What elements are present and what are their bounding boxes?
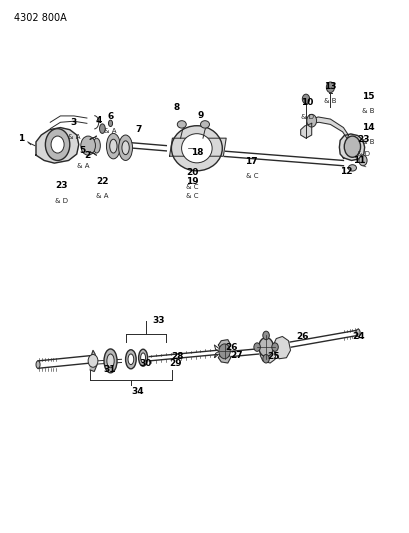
Polygon shape xyxy=(218,354,230,363)
Text: & C: & C xyxy=(185,184,198,190)
Text: & C: & C xyxy=(245,173,257,179)
Text: 7: 7 xyxy=(135,125,142,134)
Text: 22: 22 xyxy=(96,177,108,186)
Ellipse shape xyxy=(104,349,117,373)
Text: & B: & B xyxy=(361,139,373,146)
Ellipse shape xyxy=(128,354,133,365)
Ellipse shape xyxy=(99,124,105,133)
Circle shape xyxy=(326,82,334,93)
Text: 23: 23 xyxy=(55,181,68,190)
Text: 12: 12 xyxy=(339,166,352,175)
Ellipse shape xyxy=(177,120,186,128)
Ellipse shape xyxy=(355,329,359,336)
Text: & A: & A xyxy=(76,163,89,168)
Circle shape xyxy=(51,136,64,153)
Ellipse shape xyxy=(107,354,114,368)
Text: 13: 13 xyxy=(324,82,336,91)
Text: & B: & B xyxy=(324,98,336,104)
Text: 10: 10 xyxy=(301,98,313,107)
Polygon shape xyxy=(169,138,226,156)
Ellipse shape xyxy=(106,133,120,159)
Text: 9: 9 xyxy=(197,111,204,120)
Text: 4302 800A: 4302 800A xyxy=(13,13,66,23)
Text: 31: 31 xyxy=(103,366,115,374)
Circle shape xyxy=(301,94,309,104)
Text: 19: 19 xyxy=(185,177,198,186)
Polygon shape xyxy=(273,336,290,359)
Ellipse shape xyxy=(140,353,145,362)
Ellipse shape xyxy=(110,139,117,153)
Circle shape xyxy=(358,155,366,166)
Polygon shape xyxy=(300,123,311,138)
Polygon shape xyxy=(339,134,364,160)
Polygon shape xyxy=(260,340,276,363)
Ellipse shape xyxy=(93,138,100,153)
Text: 15: 15 xyxy=(361,92,373,101)
Text: 29: 29 xyxy=(169,359,182,367)
Text: 6: 6 xyxy=(107,112,113,121)
Text: & D: & D xyxy=(356,151,369,157)
Ellipse shape xyxy=(121,141,129,155)
Text: 14: 14 xyxy=(361,123,373,132)
Text: & A: & A xyxy=(67,134,80,140)
Text: & D: & D xyxy=(300,114,313,120)
Text: 3: 3 xyxy=(71,118,77,127)
Text: 28: 28 xyxy=(171,352,183,361)
Polygon shape xyxy=(36,127,79,163)
Ellipse shape xyxy=(138,349,147,366)
Text: 34: 34 xyxy=(131,386,144,395)
Ellipse shape xyxy=(200,120,209,128)
Text: 27: 27 xyxy=(230,351,243,360)
Polygon shape xyxy=(311,117,348,139)
Text: & B: & B xyxy=(361,109,373,115)
Circle shape xyxy=(253,343,260,351)
Text: 11: 11 xyxy=(353,156,365,165)
Text: 8: 8 xyxy=(173,103,179,112)
Circle shape xyxy=(218,344,230,359)
Text: 24: 24 xyxy=(352,332,364,341)
Ellipse shape xyxy=(171,126,222,171)
Ellipse shape xyxy=(108,120,112,126)
Circle shape xyxy=(271,343,278,351)
Circle shape xyxy=(88,354,98,367)
Text: 20: 20 xyxy=(185,167,198,176)
Polygon shape xyxy=(218,340,230,349)
Ellipse shape xyxy=(118,135,132,160)
Text: 30: 30 xyxy=(139,359,152,367)
Circle shape xyxy=(81,136,95,155)
Text: 2: 2 xyxy=(83,151,90,160)
Text: 1: 1 xyxy=(18,134,24,143)
Text: & C: & C xyxy=(185,193,198,199)
Circle shape xyxy=(45,128,70,160)
Text: & A: & A xyxy=(104,128,117,134)
Circle shape xyxy=(306,114,316,127)
Ellipse shape xyxy=(181,134,211,163)
Circle shape xyxy=(344,136,360,157)
Ellipse shape xyxy=(36,361,40,368)
Text: 23: 23 xyxy=(356,135,369,144)
Text: 26: 26 xyxy=(225,343,237,352)
Text: 17: 17 xyxy=(245,157,258,166)
Text: 25: 25 xyxy=(267,352,279,361)
Circle shape xyxy=(262,331,269,340)
Polygon shape xyxy=(90,350,97,372)
Text: 5: 5 xyxy=(79,147,86,156)
Text: 18: 18 xyxy=(191,148,203,157)
Ellipse shape xyxy=(125,350,136,369)
Text: 26: 26 xyxy=(296,332,308,341)
Circle shape xyxy=(258,337,273,357)
Text: & D: & D xyxy=(55,198,68,204)
Text: 33: 33 xyxy=(152,316,164,325)
Text: 4: 4 xyxy=(95,116,101,125)
Ellipse shape xyxy=(348,165,355,171)
Text: & A: & A xyxy=(96,193,108,199)
Circle shape xyxy=(262,354,269,363)
Ellipse shape xyxy=(84,138,92,154)
